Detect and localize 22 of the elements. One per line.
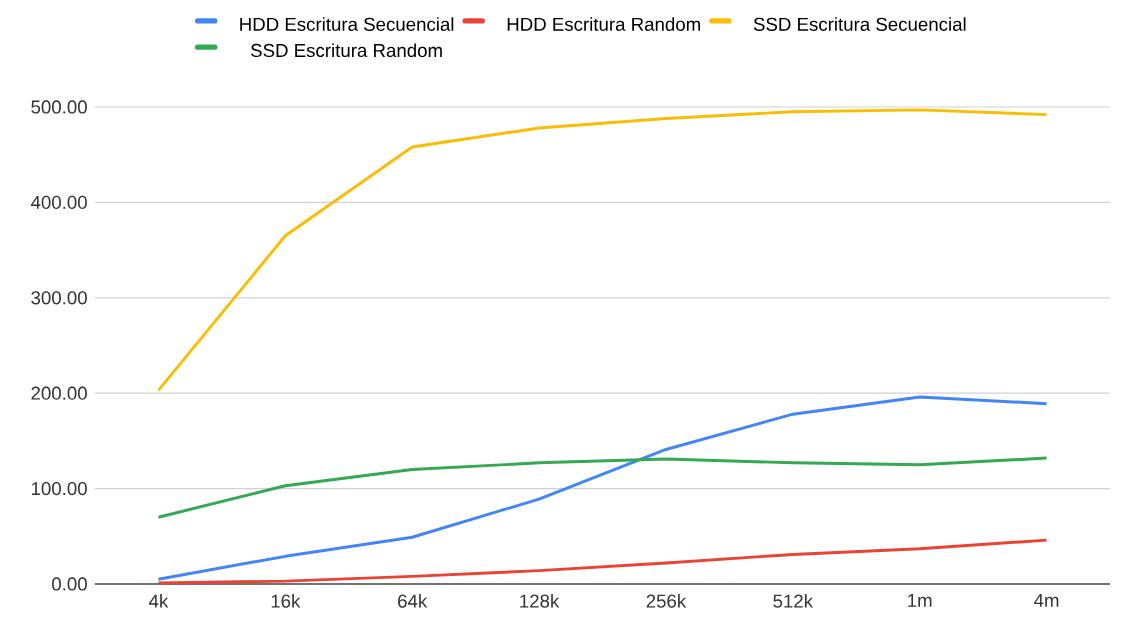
y-tick-label: 100.00	[31, 481, 87, 496]
legend-label: HDD Escritura Random	[507, 17, 700, 31]
x-tick-label: 16k	[271, 594, 301, 608]
x-tick-label: 4m	[1034, 594, 1059, 607]
legend-label: SSD Escritura Secuencial	[753, 17, 966, 31]
y-tick-label: 300.00	[31, 291, 87, 305]
y-tick-label: 200.00	[31, 386, 87, 400]
legend-label: HDD Escritura Secuencial	[240, 17, 454, 31]
y-tick-label: 0.00	[52, 577, 87, 591]
line-series	[156, 395, 1049, 581]
x-tick-label: 4k	[149, 594, 169, 608]
y-tick-label: 400.00	[30, 195, 87, 209]
x-tick-label: 256k	[646, 594, 687, 608]
x-tick-label: 1m	[908, 594, 932, 607]
x-tick-label: 512k	[773, 594, 814, 608]
line-series	[156, 538, 1049, 585]
x-tick-label: 64k	[398, 594, 428, 608]
line-series	[156, 108, 1049, 392]
legend-label: SSD Escritura Random	[251, 43, 442, 58]
x-tick-label: 128k	[520, 594, 560, 608]
y-tick-label: 500.00	[31, 100, 87, 114]
line-series	[156, 456, 1049, 519]
